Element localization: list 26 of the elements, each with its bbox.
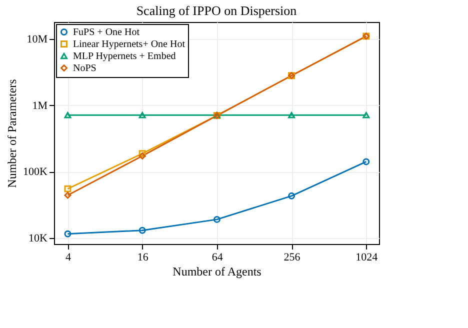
point (138, 226, 146, 234)
point (288, 192, 296, 200)
x-tick-label: 4 (65, 252, 72, 264)
y-tick-label: 10M (26, 33, 48, 46)
x-tick-label: 64 (212, 252, 224, 264)
legend-label: MLP Hypernets + Embed (73, 51, 176, 62)
point (64, 185, 72, 192)
legend-label: Linear Hypernets+ One Hot (73, 39, 186, 50)
point (362, 112, 370, 118)
x-tick-label: 16 (137, 252, 149, 264)
point (138, 150, 146, 158)
x-axis-title: Number of Agents (172, 264, 262, 278)
point (288, 112, 296, 118)
y-axis-title: Number of Parameters (5, 78, 20, 188)
point (64, 112, 72, 118)
legend-label: NoPS (73, 63, 96, 74)
legend-label: FuPS + One Hot (73, 27, 140, 38)
y-tick-label: 10K (28, 232, 48, 244)
y-tick-label: 1M (32, 100, 48, 112)
point (138, 112, 146, 118)
x-tick-label: 1024 (356, 252, 378, 264)
point (64, 192, 72, 199)
chart-title: Scaling of IPPO on Dispersion (136, 3, 298, 18)
point (213, 216, 220, 223)
y-tick-label: 100K (23, 166, 48, 178)
x-tick-label: 256 (284, 252, 301, 264)
